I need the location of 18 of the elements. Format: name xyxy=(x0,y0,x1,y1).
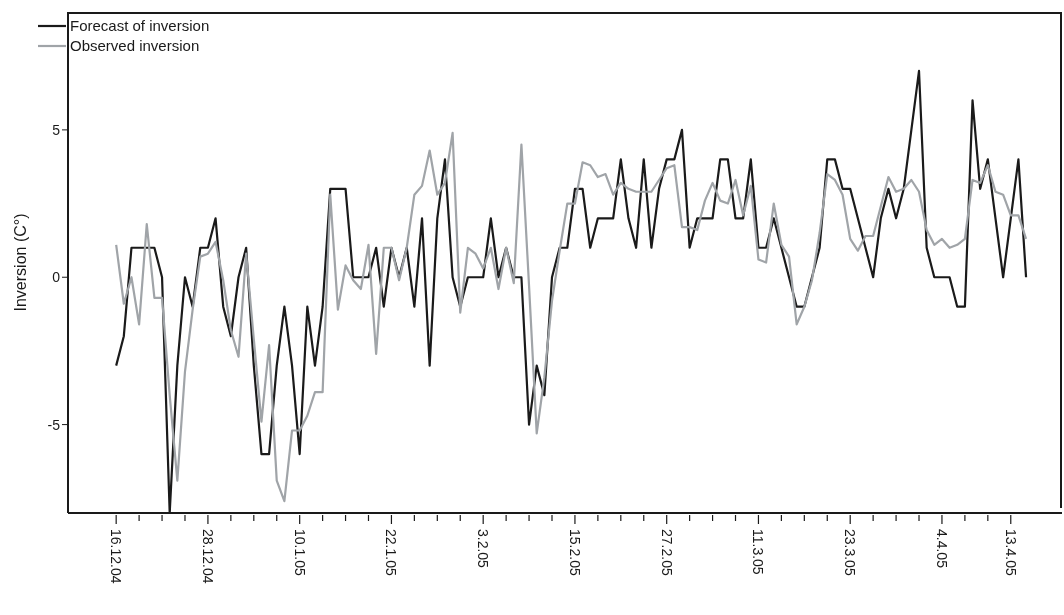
x-tick-label: 13.4.05 xyxy=(1002,529,1019,576)
x-tick-label: 27.2.05 xyxy=(658,529,675,576)
x-tick-label: 23.3.05 xyxy=(842,529,859,576)
y-tick-label: -5 xyxy=(47,416,61,433)
x-tick-label: 11.3.05 xyxy=(750,529,767,575)
x-tick-label: 15.2.05 xyxy=(566,529,583,576)
x-tick-label: 16.12.04 xyxy=(108,529,125,584)
y-tick-label: 5 xyxy=(52,121,61,138)
y-tick-label: 0 xyxy=(52,269,61,286)
x-tick-label: 28.12.04 xyxy=(199,529,216,584)
x-tick-label: 3.2.05 xyxy=(475,529,492,569)
y-axis-title: Inversion (C°) xyxy=(11,213,29,312)
x-tick-label: 22.1.05 xyxy=(383,529,400,576)
legend-label: Observed inversion xyxy=(70,36,200,56)
x-tick-label: 4.4.05 xyxy=(933,529,950,569)
legend-label: Forecast of inversion xyxy=(70,16,210,36)
x-tick-label: 10.1.05 xyxy=(291,529,308,576)
line-series xyxy=(115,131,1028,503)
